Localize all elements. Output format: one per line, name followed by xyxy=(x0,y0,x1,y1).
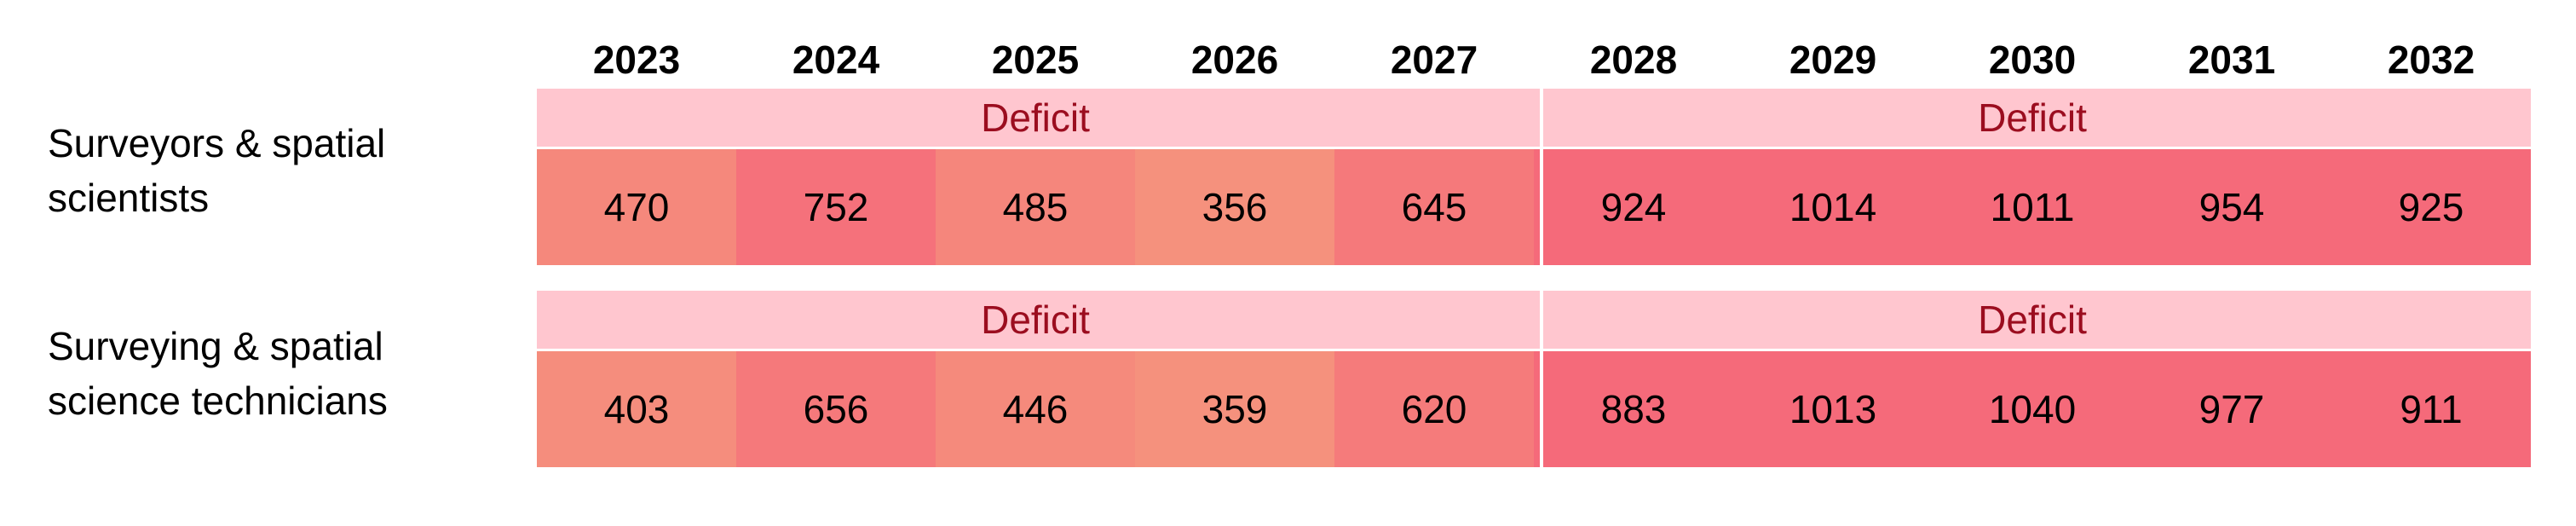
row-label-line: Surveying & spatial xyxy=(48,324,383,368)
row-label: Surveyors & spatial scientists xyxy=(48,116,525,225)
period-divider xyxy=(1540,89,1543,265)
value-cell: 925 xyxy=(2331,149,2531,265)
year-header-2031: 2031 xyxy=(2187,38,2276,82)
value-cell: 620 xyxy=(1334,351,1534,467)
year-header-2028: 2028 xyxy=(1589,38,1678,82)
deficit-band: Deficit xyxy=(1534,291,2531,349)
year-header-2029: 2029 xyxy=(1789,38,1877,82)
period-divider xyxy=(1540,291,1543,467)
year-header-2024: 2024 xyxy=(792,38,880,82)
value-cell: 1011 xyxy=(1933,149,2132,265)
value-cell: 1014 xyxy=(1733,149,1933,265)
row-label-line: science technicians xyxy=(48,379,388,423)
value-cell: 356 xyxy=(1135,149,1334,265)
value-cell: 1040 xyxy=(1933,351,2132,467)
year-header-2023: 2023 xyxy=(592,38,681,82)
year-header-2027: 2027 xyxy=(1390,38,1478,82)
value-cell: 656 xyxy=(736,351,936,467)
value-cell: 403 xyxy=(537,351,736,467)
value-cell: 977 xyxy=(2132,351,2331,467)
value-cell: 911 xyxy=(2331,351,2531,467)
value-cell: 883 xyxy=(1534,351,1733,467)
value-cell: 645 xyxy=(1334,149,1534,265)
deficit-band: Deficit xyxy=(1534,89,2531,147)
deficit-band: Deficit xyxy=(537,89,1534,147)
value-cell: 752 xyxy=(736,149,936,265)
value-cell: 485 xyxy=(936,149,1135,265)
year-header-2030: 2030 xyxy=(1988,38,2077,82)
row-label-line: Surveyors & spatial xyxy=(48,121,386,165)
value-cell: 954 xyxy=(2132,149,2331,265)
value-cell: 1013 xyxy=(1733,351,1933,467)
row-label: Surveying & spatial science technicians xyxy=(48,319,525,428)
year-header-2032: 2032 xyxy=(2387,38,2475,82)
value-cell: 446 xyxy=(936,351,1135,467)
year-header-2026: 2026 xyxy=(1190,38,1279,82)
year-header-2025: 2025 xyxy=(991,38,1080,82)
value-cell: 924 xyxy=(1534,149,1733,265)
row-label-line: scientists xyxy=(48,176,210,220)
value-cell: 359 xyxy=(1135,351,1334,467)
value-cell: 470 xyxy=(537,149,736,265)
deficit-band: Deficit xyxy=(537,291,1534,349)
